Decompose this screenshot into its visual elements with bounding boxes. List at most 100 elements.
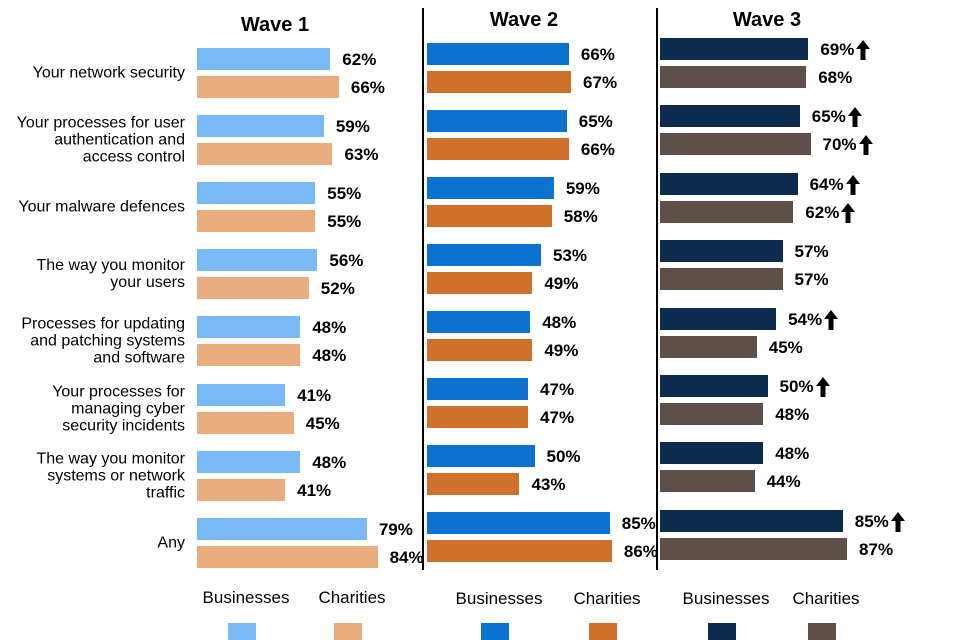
bar bbox=[197, 143, 333, 166]
value-label-text: 41% bbox=[297, 480, 332, 500]
bar bbox=[427, 378, 529, 400]
legend-swatch bbox=[589, 623, 617, 640]
value-label: 54% bbox=[788, 309, 839, 331]
up-arrow bbox=[824, 309, 839, 330]
bar bbox=[660, 200, 794, 223]
value-label-text: 47% bbox=[540, 408, 575, 427]
bar bbox=[427, 244, 541, 266]
bar bbox=[427, 473, 520, 495]
value-label: 48% bbox=[312, 317, 346, 339]
value-label-text: 64% bbox=[809, 174, 844, 194]
value-label-text: 62% bbox=[805, 202, 840, 222]
value-label: 48% bbox=[775, 443, 809, 465]
value-label-text: 86% bbox=[623, 542, 658, 561]
value-label: 47% bbox=[540, 407, 574, 429]
value-label-text: 44% bbox=[766, 472, 801, 492]
value-label-text: 49% bbox=[544, 341, 579, 360]
up-arrow bbox=[815, 377, 830, 397]
bar bbox=[660, 403, 764, 425]
value-label: 59% bbox=[566, 178, 600, 200]
value-label: 62% bbox=[342, 49, 376, 71]
value-label: 79% bbox=[379, 519, 413, 541]
value-label-text: 57% bbox=[794, 270, 829, 290]
bar bbox=[197, 182, 316, 205]
value-label: 59% bbox=[336, 116, 370, 138]
bar bbox=[197, 383, 286, 406]
value-label-text: 48% bbox=[775, 444, 810, 464]
value-label-text: 48% bbox=[312, 346, 347, 366]
bar bbox=[660, 442, 764, 465]
bar bbox=[197, 76, 339, 98]
bar bbox=[660, 307, 777, 330]
value-label: 55% bbox=[327, 183, 361, 205]
value-label-text: 53% bbox=[552, 246, 587, 265]
bar bbox=[197, 277, 309, 300]
category-label: The way you monitor systems or network t… bbox=[36, 450, 185, 502]
legend-label: Businesses bbox=[202, 588, 290, 607]
value-label: 48% bbox=[542, 312, 576, 334]
legend-swatch bbox=[228, 623, 256, 640]
value-label-text: 56% bbox=[329, 251, 364, 271]
value-label: 45% bbox=[769, 337, 803, 359]
bar bbox=[660, 335, 757, 358]
bar bbox=[660, 38, 809, 60]
bar bbox=[427, 138, 569, 160]
bar bbox=[427, 540, 612, 562]
bar bbox=[660, 66, 807, 88]
legend-swatch bbox=[481, 623, 509, 640]
category-label: Any bbox=[157, 534, 185, 552]
value-label-text: 65% bbox=[811, 107, 846, 127]
category-label: Your processes for managing cyber securi… bbox=[52, 383, 185, 434]
bar bbox=[197, 450, 301, 473]
bar bbox=[427, 205, 552, 227]
value-label: 64% bbox=[810, 174, 861, 196]
value-label-text: 63% bbox=[344, 145, 379, 165]
value-label-text: 84% bbox=[389, 547, 424, 567]
value-label: 66% bbox=[351, 77, 385, 99]
value-label-text: 48% bbox=[775, 405, 810, 424]
panel-divider bbox=[656, 8, 658, 570]
panel-divider bbox=[422, 8, 424, 570]
value-label: 87% bbox=[859, 539, 893, 561]
bar bbox=[660, 509, 843, 532]
value-label: 48% bbox=[312, 452, 346, 474]
value-label: 52% bbox=[321, 278, 355, 300]
value-label-text: 85% bbox=[621, 514, 656, 533]
value-label: 49% bbox=[544, 273, 578, 295]
legend-label: Charities bbox=[573, 589, 641, 608]
legend-label: Businesses bbox=[682, 589, 770, 608]
value-label-text: 48% bbox=[312, 318, 347, 338]
value-label-text: 79% bbox=[378, 519, 413, 539]
value-label: 62% bbox=[805, 202, 856, 224]
bar bbox=[660, 537, 848, 560]
value-label-text: 52% bbox=[320, 279, 355, 299]
bar bbox=[427, 512, 610, 534]
value-label-text: 50% bbox=[546, 447, 581, 466]
panel-title: Wave 2 bbox=[489, 9, 559, 31]
category-label: The way you monitor your users bbox=[36, 257, 185, 292]
value-label: 56% bbox=[329, 250, 363, 272]
value-label: 48% bbox=[312, 345, 346, 367]
value-label: 85% bbox=[855, 511, 906, 533]
bar bbox=[197, 249, 318, 272]
value-label: 66% bbox=[581, 139, 615, 161]
value-label: 41% bbox=[297, 480, 331, 502]
bar bbox=[197, 411, 294, 434]
value-label-text: 57% bbox=[794, 242, 829, 262]
value-label: 41% bbox=[297, 385, 331, 407]
value-label-text: 45% bbox=[305, 413, 340, 433]
value-label-text: 69% bbox=[820, 40, 855, 59]
up-arrow bbox=[890, 511, 905, 532]
value-label-text: 48% bbox=[542, 313, 577, 332]
bar bbox=[197, 115, 324, 138]
legend-swatch bbox=[808, 623, 836, 640]
value-label: 49% bbox=[544, 340, 578, 362]
value-label: 50% bbox=[547, 446, 581, 468]
bar bbox=[660, 240, 783, 263]
value-label-text: 58% bbox=[563, 207, 598, 226]
bar bbox=[197, 210, 316, 233]
bar bbox=[427, 110, 567, 132]
legend-label: Businesses bbox=[455, 589, 543, 608]
value-label-text: 54% bbox=[788, 309, 823, 329]
